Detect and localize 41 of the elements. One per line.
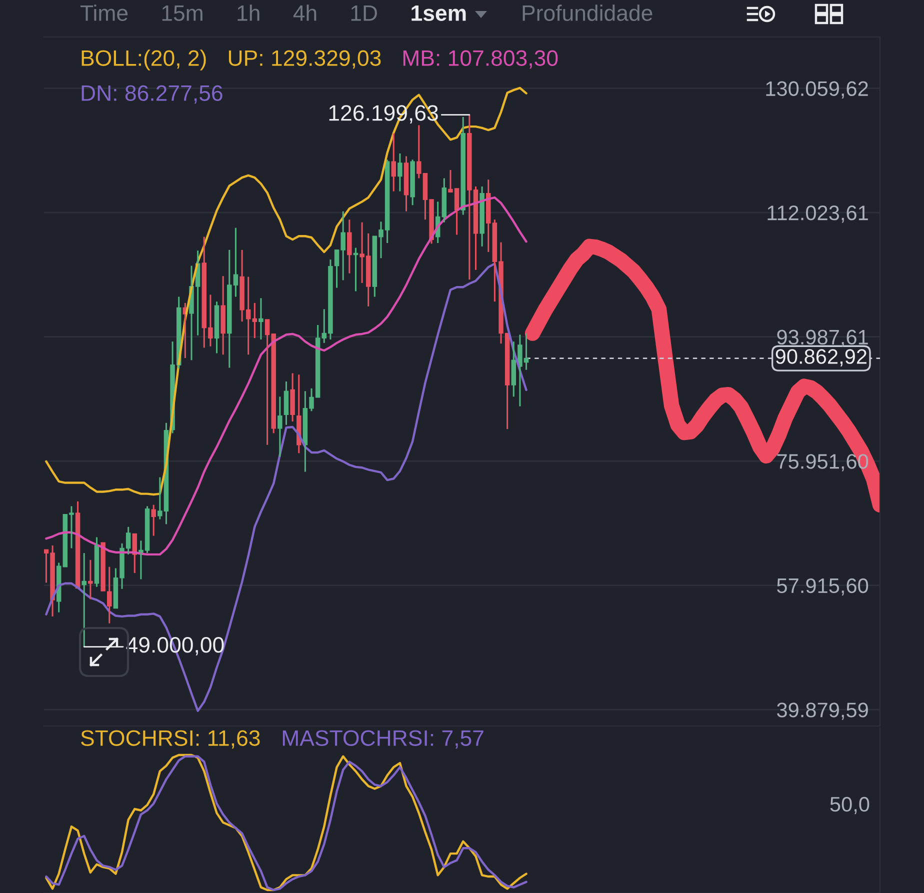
text: DN: 86.277,56 xyxy=(82,85,222,104)
y-tick-label: 130.059,62 xyxy=(766,81,868,98)
text: 1sem xyxy=(412,5,466,21)
legend-title: BOLL:(20, 2) xyxy=(82,50,206,70)
candlestick xyxy=(151,504,156,537)
candlestick xyxy=(290,372,295,422)
annotation: 50,0 xyxy=(830,796,870,814)
y-tick-label: 57.915,60 xyxy=(777,578,868,596)
line-series xyxy=(45,86,528,496)
series-label: MASTOCHRSI: 7,57 xyxy=(282,730,484,749)
candlestick xyxy=(214,300,220,354)
candlestick xyxy=(404,155,409,212)
candlestick xyxy=(94,536,100,588)
candlestick xyxy=(220,275,226,356)
text: 1h xyxy=(238,4,260,21)
ref-line-label: 90.862,92 xyxy=(776,349,866,366)
y-tick-label: 112.023,61 xyxy=(768,206,868,223)
candlestick xyxy=(511,340,516,398)
candlestick xyxy=(347,218,352,274)
candlestick xyxy=(460,116,466,216)
candlestick xyxy=(442,177,447,224)
text: Time xyxy=(80,4,128,21)
candlestick xyxy=(82,552,86,648)
candlestick xyxy=(410,158,415,206)
candlestick xyxy=(284,380,289,426)
y-tick-label: 93.987,61 xyxy=(777,330,868,348)
candlestick xyxy=(391,132,396,192)
text: UP: 129.329,03 xyxy=(228,50,381,69)
line-series xyxy=(45,262,528,712)
text: 1D xyxy=(351,5,377,21)
candlestick xyxy=(88,559,93,600)
series-label: STOCHRSI: 11,63 xyxy=(81,730,260,749)
candlestick xyxy=(398,152,402,192)
text: Profundidade xyxy=(522,4,652,21)
candlestick xyxy=(258,297,264,340)
candlestick xyxy=(278,396,282,458)
y-tick-label: 39.879,59 xyxy=(777,702,868,720)
candlestick xyxy=(480,186,484,248)
text: MB: 107.803,30 xyxy=(403,50,558,69)
text: 15m xyxy=(162,5,202,21)
text: 4h xyxy=(293,4,316,21)
